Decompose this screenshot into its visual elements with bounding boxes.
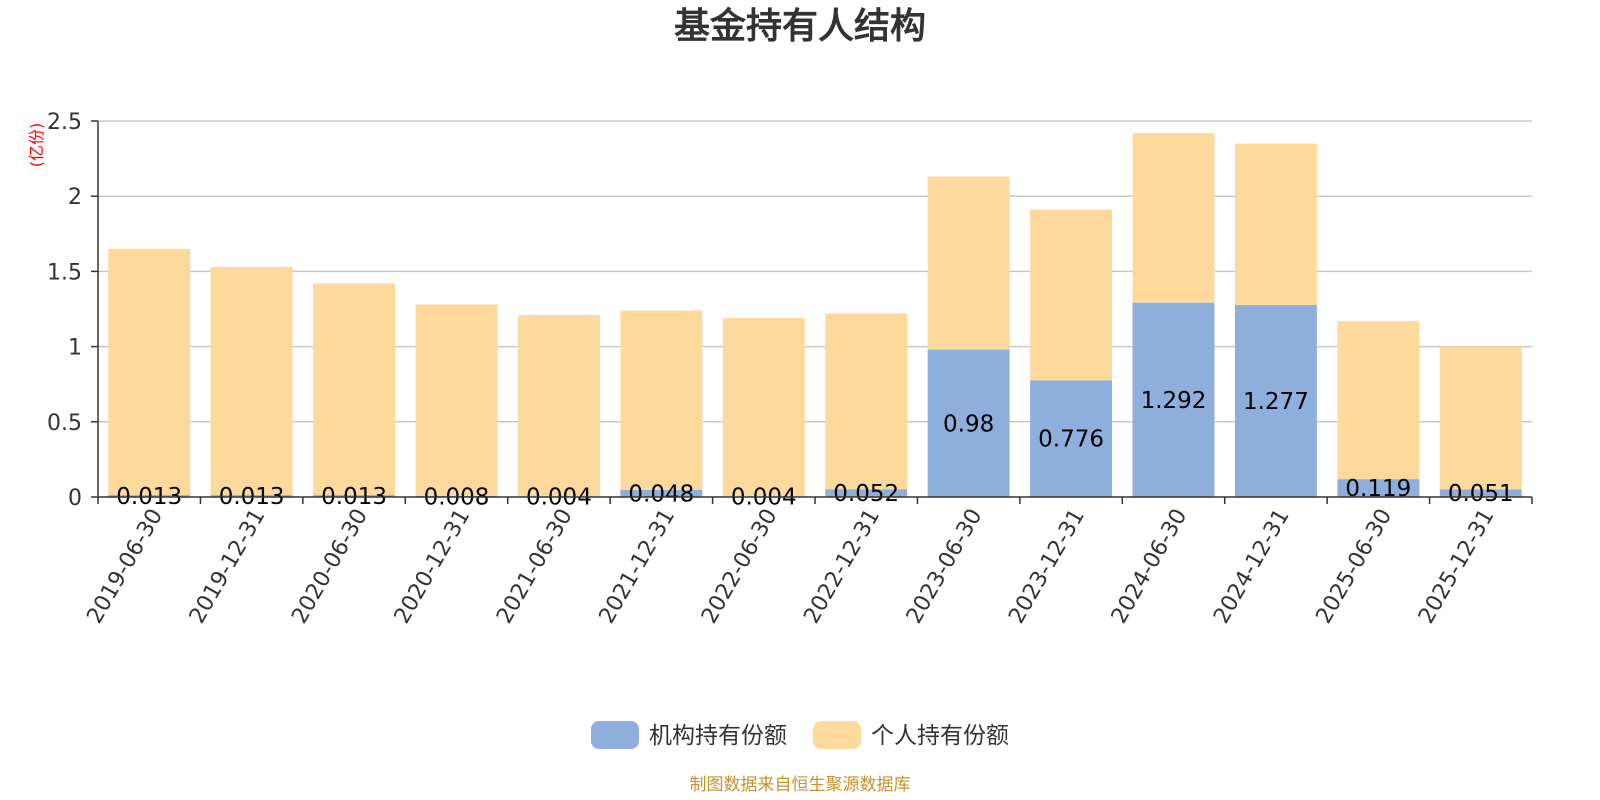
- bar-individual: [1132, 133, 1215, 303]
- y-axis-unit-label: (亿份): [27, 123, 46, 168]
- bar-institutional: [825, 489, 908, 497]
- x-tick-label: 2019-12-31: [185, 505, 271, 628]
- source-note: 制图数据来自恒生聚源数据库: [690, 775, 911, 795]
- legend-label: 个人持有份额: [871, 723, 1009, 749]
- legend-item[interactable]: 个人持有份额: [813, 721, 1009, 749]
- bar-individual: [415, 304, 498, 496]
- bar-institutional: [1337, 479, 1420, 497]
- legend-item[interactable]: 机构持有份额: [591, 721, 787, 749]
- bar-institutional: [620, 489, 703, 497]
- legend-label: 机构持有份额: [649, 723, 787, 749]
- bar-individual: [1234, 143, 1317, 305]
- x-tick-label: 2019-06-30: [82, 505, 168, 628]
- bar-institutional: [927, 349, 1010, 497]
- legend-swatch: [591, 721, 639, 749]
- bar-value-label: 1.277: [1243, 389, 1309, 415]
- bar-institutional: [1132, 302, 1215, 497]
- x-tick-label: 2025-12-31: [1414, 505, 1500, 628]
- bar-individual: [1337, 321, 1420, 480]
- x-tick-label: 2024-12-31: [1209, 505, 1295, 628]
- legend: 机构持有份额 个人持有份额: [591, 721, 1009, 749]
- bar-individual: [517, 315, 600, 497]
- x-tick-label: 2020-06-30: [287, 505, 373, 628]
- x-tick-label: 2021-06-30: [492, 505, 578, 628]
- bar-institutional: [1030, 380, 1113, 497]
- bar-institutional: [313, 495, 396, 497]
- bar-individual: [1439, 346, 1522, 490]
- legend-swatch: [813, 721, 861, 749]
- bar-institutional: [1234, 304, 1317, 497]
- chart-title: 基金持有人结构: [674, 5, 926, 47]
- bar-institutional: [1439, 489, 1522, 497]
- bar-value-label: 0.98: [943, 411, 994, 437]
- x-tick-label: 2020-12-31: [390, 505, 476, 628]
- bar-value-label: 0.048: [628, 481, 694, 507]
- y-tick-label: 2.5: [47, 110, 82, 135]
- y-tick-label: 1: [68, 336, 82, 361]
- x-tick-label: 2025-06-30: [1312, 505, 1398, 628]
- bar-individual: [722, 318, 805, 497]
- bar-value-label: 0.119: [1345, 476, 1411, 502]
- y-tick-label: 1.5: [47, 260, 82, 285]
- y-tick-label: 0: [68, 486, 82, 511]
- bar-individual: [927, 176, 1010, 350]
- y-tick-label: 2: [68, 185, 82, 210]
- bar-institutional: [210, 495, 293, 497]
- x-tick-label: 2023-06-30: [902, 505, 988, 628]
- x-tick-label: 2021-12-31: [595, 505, 681, 628]
- y-tick-label: 0.5: [47, 411, 82, 436]
- bar-value-labels: 0.013 0.013 0.013 0.008 0.004 0.048 0.004 0.052…: [116, 388, 1513, 511]
- bar-individual: [108, 248, 191, 496]
- bar-value-label: 0.052: [833, 481, 899, 507]
- x-tick-label: 2022-12-31: [799, 505, 885, 628]
- bar-individual: [1030, 209, 1113, 381]
- bar-value-label: 0.051: [1448, 481, 1514, 507]
- bar-individual: [313, 283, 396, 496]
- bar-value-label: 0.776: [1038, 427, 1104, 453]
- bar-individual: [620, 310, 703, 490]
- x-tick-label: 2024-06-30: [1107, 505, 1193, 628]
- bar-individual: [210, 266, 293, 496]
- bar-institutional: [108, 495, 191, 497]
- x-tick-label: 2023-12-31: [1004, 505, 1090, 628]
- bar-value-label: 1.292: [1141, 388, 1207, 414]
- x-tick-label: 2022-06-30: [697, 505, 783, 628]
- bars: [108, 133, 1522, 497]
- bar-individual: [825, 313, 908, 490]
